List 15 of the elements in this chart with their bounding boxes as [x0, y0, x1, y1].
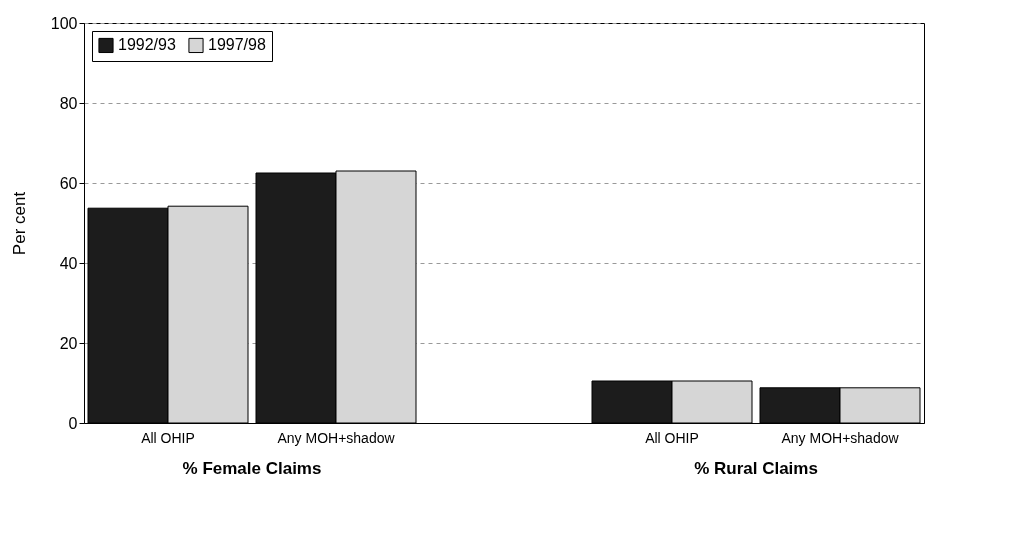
y-axis-title: Per cent — [9, 191, 29, 256]
x-tick-label: All OHIP — [645, 429, 699, 446]
x-tick-label: Any MOH+shadow — [781, 429, 900, 446]
x-tick-label: Any MOH+shadow — [277, 429, 396, 446]
text: % Female Claims — [182, 459, 322, 478]
x-tick-label: All OHIP — [141, 429, 195, 446]
legend-label: 1992/93 — [118, 36, 176, 54]
y-tick-label: 100 — [50, 14, 78, 32]
text: % Rural Claims — [694, 459, 818, 478]
y-tick-label: 0 — [68, 414, 78, 432]
legend-label: 1997/98 — [208, 36, 266, 54]
y-tick-label: 60 — [59, 174, 78, 192]
y-tick-label: 40 — [59, 254, 78, 272]
y-tick-label: 80 — [59, 94, 78, 112]
y-tick-label: 20 — [59, 334, 78, 352]
